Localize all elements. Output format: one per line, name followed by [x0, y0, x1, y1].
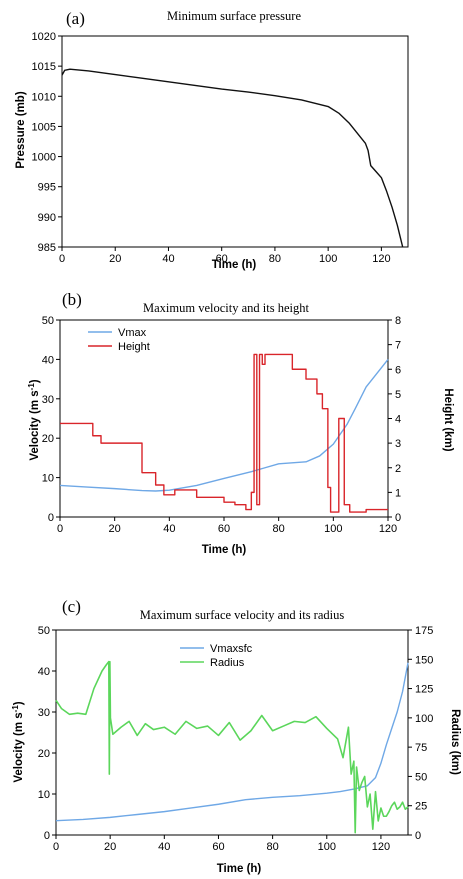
- y-tick-label: 10: [38, 789, 50, 801]
- y2-tick-label: 175: [415, 625, 433, 637]
- x-tick-label: 100: [319, 253, 337, 265]
- y-tick-label: 1000: [32, 152, 56, 164]
- chart-panel-a: (a) Minimum surface pressure Time (h) Pr…: [15, 9, 409, 271]
- x-axis-label-a: Time (h): [212, 259, 257, 271]
- panel-label-c: (c): [62, 597, 81, 616]
- chart-title-a: Minimum surface pressure: [167, 9, 301, 23]
- y-tick-label: 20: [38, 748, 50, 760]
- plot-frame: [55, 629, 409, 836]
- y2-tick-label: 6: [395, 364, 401, 376]
- x-tick-label: 0: [53, 841, 59, 853]
- x-tick-label: 60: [216, 253, 228, 265]
- legend-label-height: Height: [118, 341, 150, 353]
- y-tick-label: 40: [42, 354, 54, 366]
- legend-label-radius: Radius: [210, 657, 245, 669]
- y2-tick-label: 0: [395, 512, 401, 524]
- y-tick-label: 50: [38, 625, 50, 637]
- y-axis-label-a: Pressure (mb): [15, 91, 27, 169]
- x-tick-label: 0: [59, 253, 65, 265]
- chart-title-c: Maximum surface velocity and its radius: [140, 608, 345, 622]
- x-tick-label: 100: [324, 523, 342, 535]
- y-tick-label: 985: [38, 242, 56, 254]
- legend-label-vmax: Vmax: [118, 327, 147, 339]
- y-tick-label: 1010: [32, 91, 56, 103]
- y-tick-label: 1020: [32, 31, 56, 43]
- y-tick-label: 990: [38, 212, 56, 224]
- y-tick-label: 0: [48, 512, 54, 524]
- y-axis-label-b: Velocity (m s-1): [27, 379, 41, 460]
- y-tick-label: 1005: [32, 121, 56, 133]
- y2-axis-label-c: Radius (km): [449, 709, 461, 775]
- legend-label-vmaxsfc: Vmaxsfc: [210, 643, 253, 655]
- x-tick-label: 20: [104, 841, 116, 853]
- x-tick-label: 40: [163, 523, 175, 535]
- y2-tick-label: 50: [415, 771, 427, 783]
- y2-tick-label: 7: [395, 340, 401, 352]
- y2-tick-label: 100: [415, 713, 433, 725]
- x-tick-label: 20: [109, 523, 121, 535]
- y-tick-label: 1015: [32, 61, 56, 73]
- y2-tick-label: 4: [395, 414, 401, 426]
- x-tick-label: 120: [372, 253, 390, 265]
- y-tick-label: 30: [38, 707, 50, 719]
- y2-axis-label-b: Height (km): [442, 388, 454, 451]
- y2-tick-label: 150: [415, 654, 433, 666]
- x-tick-label: 40: [158, 841, 170, 853]
- y2-tick-label: 0: [415, 830, 421, 842]
- y-tick-label: 10: [42, 473, 54, 485]
- series-line-height: [60, 353, 388, 513]
- y-axis-label-c: Velocity (m s-1): [11, 701, 25, 782]
- x-axis-label-c: Time (h): [217, 863, 262, 875]
- x-tick-label: 0: [57, 523, 63, 535]
- chart-panel-c: (c) Maximum surface velocity and its rad…: [11, 597, 461, 875]
- y-tick-label: 0: [44, 830, 50, 842]
- y-tick-label: 50: [42, 315, 54, 327]
- x-tick-label: 120: [372, 841, 390, 853]
- chart-title-b: Maximum velocity and its height: [143, 301, 309, 315]
- x-tick-label: 40: [162, 253, 174, 265]
- x-tick-label: 20: [109, 253, 121, 265]
- y-tick-label: 995: [38, 182, 56, 194]
- y2-tick-label: 25: [415, 801, 427, 813]
- x-axis-label-b: Time (h): [202, 544, 247, 556]
- y-tick-label: 40: [38, 666, 50, 678]
- panel-label-a: (a): [66, 9, 85, 28]
- series-line-vmax: [59, 358, 389, 492]
- y-tick-label: 20: [42, 433, 54, 445]
- y2-tick-label: 75: [415, 742, 427, 754]
- plot-frame: [61, 35, 409, 248]
- y2-tick-label: 2: [395, 463, 401, 475]
- y2-tick-label: 5: [395, 389, 401, 401]
- y2-tick-label: 3: [395, 438, 401, 450]
- series-line-pressure: [61, 68, 404, 248]
- series-line-radius: [55, 660, 409, 834]
- panel-label-b: (b): [62, 290, 82, 309]
- x-tick-label: 100: [318, 841, 336, 853]
- y-tick-label: 30: [42, 394, 54, 406]
- y2-tick-label: 1: [395, 487, 401, 499]
- x-tick-label: 120: [379, 523, 397, 535]
- x-tick-label: 80: [266, 841, 278, 853]
- y2-tick-label: 125: [415, 684, 433, 696]
- x-tick-label: 80: [269, 253, 281, 265]
- chart-panel-b: (b) Maximum velocity and its height Time…: [27, 290, 454, 556]
- x-tick-label: 80: [273, 523, 285, 535]
- y2-tick-label: 8: [395, 315, 401, 327]
- x-tick-label: 60: [212, 841, 224, 853]
- x-tick-label: 60: [218, 523, 230, 535]
- series-line-vmaxsfc: [55, 662, 409, 822]
